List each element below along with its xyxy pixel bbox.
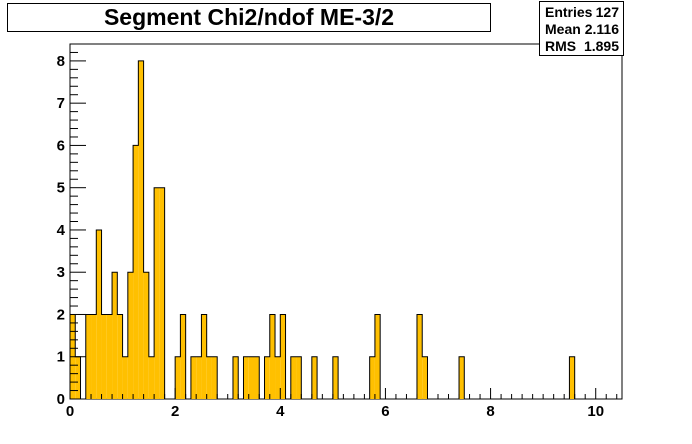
histogram-bar bbox=[96, 229, 102, 399]
stat-entries-value: 127 bbox=[595, 4, 619, 20]
stat-entries-label: Entries bbox=[545, 4, 593, 20]
histogram-bar bbox=[117, 314, 123, 399]
histogram-bar bbox=[296, 356, 302, 399]
y-tick-label: 3 bbox=[57, 264, 65, 281]
histogram-bars bbox=[69, 60, 622, 400]
stat-mean: Mean 2.116 bbox=[545, 20, 619, 38]
y-tick-label: 2 bbox=[57, 306, 65, 323]
histogram-bar bbox=[190, 356, 197, 399]
histogram-bar bbox=[154, 187, 160, 399]
histogram-bar bbox=[143, 272, 149, 399]
histogram-bar bbox=[269, 314, 276, 399]
y-axis: 0 1 2 3 4 5 6 7 8 bbox=[57, 43, 86, 408]
y-tick-label: 8 bbox=[57, 53, 65, 70]
histogram-bar bbox=[369, 356, 375, 399]
histogram-bar bbox=[248, 356, 254, 399]
histogram-bar bbox=[275, 356, 281, 399]
stat-rms-value: 1.895 bbox=[583, 38, 619, 54]
histogram-bar bbox=[180, 314, 186, 399]
histogram-bar bbox=[122, 356, 128, 399]
y-tick-label: 7 bbox=[57, 95, 65, 112]
histogram-bar bbox=[148, 356, 155, 399]
histogram-bar bbox=[75, 356, 81, 399]
stats-box: Entries 127 Mean 2.116 RMS 1.895 bbox=[539, 1, 624, 56]
x-tick-label: 2 bbox=[171, 403, 179, 420]
histogram-bar bbox=[569, 356, 575, 399]
histogram-bar bbox=[254, 356, 260, 399]
histogram-bar bbox=[332, 356, 339, 399]
y-tick-label: 6 bbox=[57, 137, 65, 154]
histogram-bar bbox=[311, 356, 318, 399]
histogram-bar bbox=[201, 314, 207, 399]
plot-frame bbox=[69, 43, 623, 400]
histogram-bar bbox=[138, 60, 144, 400]
histogram-bar bbox=[127, 272, 134, 399]
stat-rms-label: RMS bbox=[545, 38, 577, 54]
histogram-bar bbox=[264, 356, 270, 399]
histogram-bar bbox=[175, 356, 181, 399]
stat-mean-label: Mean bbox=[545, 21, 581, 37]
histogram-bar bbox=[416, 314, 423, 399]
x-axis: 0 2 4 6 8 10 bbox=[66, 388, 618, 420]
stat-entries: Entries 127 bbox=[545, 3, 619, 21]
histogram-bar bbox=[290, 356, 297, 399]
histogram-bar bbox=[133, 145, 139, 399]
histogram-bar bbox=[101, 314, 107, 399]
histogram-bar bbox=[280, 314, 286, 399]
x-tick-label: 4 bbox=[276, 403, 285, 420]
y-tick-label: 4 bbox=[57, 222, 66, 239]
x-tick-label: 10 bbox=[587, 403, 604, 420]
x-tick-label: 0 bbox=[66, 403, 74, 420]
histogram-bar bbox=[91, 314, 97, 399]
histogram-bar bbox=[206, 356, 212, 399]
histogram-bar bbox=[159, 187, 165, 399]
y-tick-label: 0 bbox=[57, 391, 65, 408]
stat-rms: RMS 1.895 bbox=[545, 37, 619, 55]
x-tick-label: 6 bbox=[381, 403, 389, 420]
y-tick-label: 1 bbox=[57, 349, 65, 366]
histogram-bar bbox=[422, 356, 428, 399]
histogram-outline bbox=[69, 60, 622, 400]
histogram-bar bbox=[374, 314, 381, 399]
histogram-bar bbox=[196, 356, 202, 399]
histogram-bar bbox=[243, 356, 249, 399]
histogram-bar bbox=[211, 356, 218, 399]
histogram-bar bbox=[459, 356, 465, 399]
histogram-bar bbox=[112, 272, 118, 399]
histogram-bar bbox=[232, 356, 239, 399]
chart-title: Segment Chi2/ndof ME-3/2 bbox=[7, 3, 491, 32]
histogram-bar bbox=[85, 314, 92, 399]
y-tick-label: 5 bbox=[57, 180, 65, 197]
x-tick-label: 8 bbox=[486, 403, 494, 420]
histogram-bar bbox=[106, 314, 113, 399]
stat-mean-value: 2.116 bbox=[584, 21, 619, 37]
